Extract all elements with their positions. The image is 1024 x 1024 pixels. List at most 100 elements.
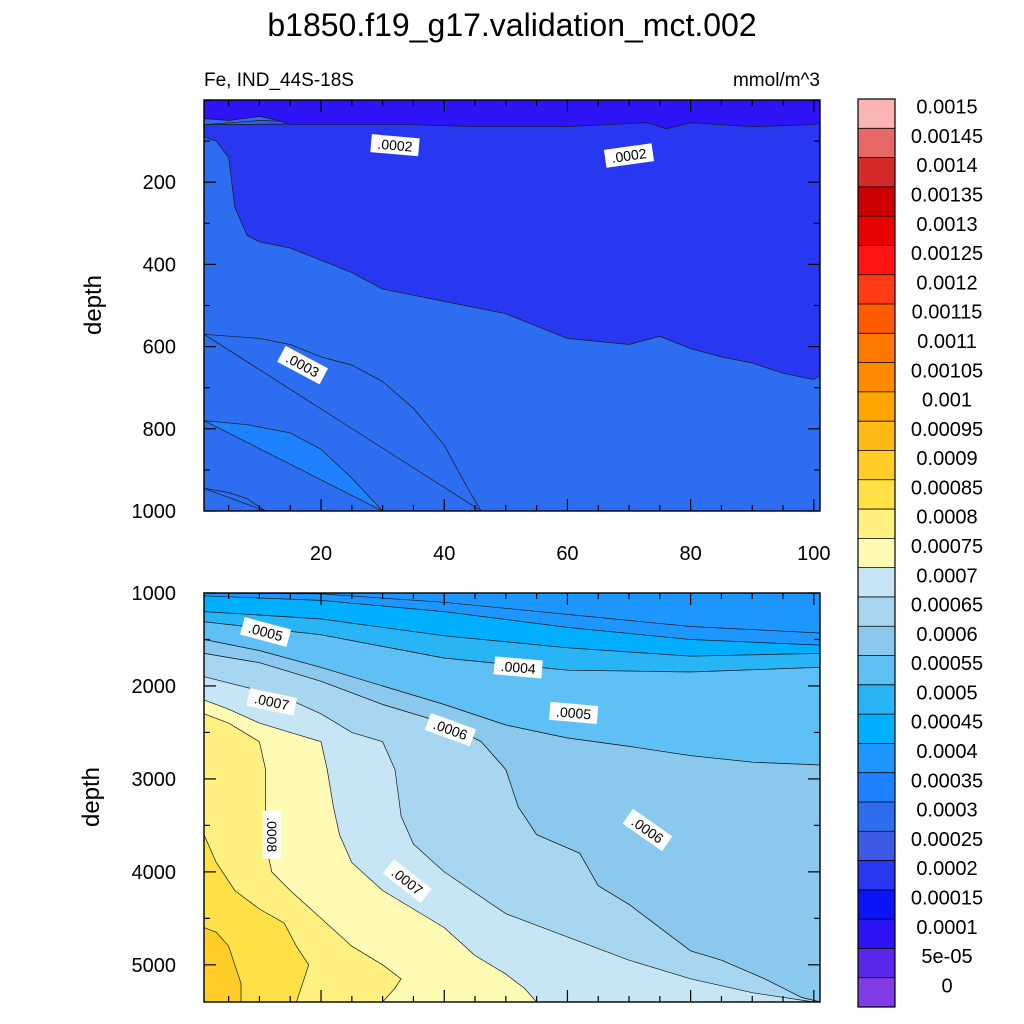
contour-label-text: .0008	[264, 817, 280, 852]
colorbar-box	[858, 801, 895, 832]
upper-contour-regions	[203, 99, 821, 512]
contour-label: .0005	[548, 701, 599, 724]
lower-panel: 1000 2000 3000 4000 5000 .0005 .0004 .0007 .000…	[78, 583, 821, 1003]
upper-y-axis-label: depth	[80, 275, 107, 335]
colorbar-box	[858, 831, 895, 861]
contour-label: .0002	[370, 134, 420, 157]
lower-contour-regions	[203, 592, 821, 1003]
colorbar-box	[858, 772, 895, 803]
upper-x-tick-label: 60	[556, 543, 578, 565]
colorbar-box	[858, 450, 895, 481]
upper-y-tick-label: 400	[143, 254, 176, 276]
colorbar-box	[858, 216, 895, 246]
colorbar-label: 0.00025	[911, 829, 983, 851]
colorbar-label: 0.0005	[916, 683, 977, 705]
contour-label-text: .0002	[611, 145, 648, 166]
contour-label-text: .0007	[253, 690, 291, 713]
colorbar-box	[858, 509, 895, 539]
colorbar-label: 0.00105	[911, 360, 983, 382]
colorbar-label: 0.0012	[916, 272, 977, 294]
contour-label-box	[622, 808, 673, 852]
colorbar-box	[858, 538, 895, 569]
lower-y-tick-label: 3000	[132, 769, 177, 791]
colorbar-box	[858, 919, 895, 949]
colorbar-box	[858, 391, 895, 422]
upper-x-tick-label: 20	[310, 543, 332, 565]
colorbar-label: 0.00045	[911, 712, 983, 734]
colorbar-label: 0.0002	[916, 858, 977, 880]
upper-contour-region-2	[203, 333, 482, 512]
colorbar-label: 0.00095	[911, 419, 983, 441]
lower-y-axis-label: depth	[78, 767, 105, 827]
upper-x-tick-label: 40	[433, 543, 455, 565]
colorbar-label: 0.00065	[911, 595, 983, 617]
colorbar: 0.0015 0.00145 0.0014 0.00135 0.0013 0.00125 0…	[857, 97, 983, 1008]
contour-label-box	[246, 688, 298, 716]
upper-contour-region-4	[203, 120, 821, 380]
colorbar-box	[858, 128, 895, 158]
colorbar-label: 0.00125	[911, 243, 983, 265]
colorbar-label: 0.0003	[916, 800, 977, 822]
lower-panel-frame	[203, 592, 821, 1003]
upper-y-tick-label: 200	[143, 172, 176, 194]
colorbar-box	[858, 333, 895, 364]
colorbar-box	[858, 479, 895, 510]
colorbar-box	[858, 421, 895, 451]
upper-contour-region-5	[203, 99, 821, 130]
colorbar-label: 0.00035	[911, 770, 983, 792]
upper-y-tick-label: 800	[143, 419, 176, 441]
contour-label-box	[382, 859, 432, 904]
colorbar-box	[858, 567, 895, 598]
upper-y-tick-label: 600	[143, 337, 176, 359]
lower-y-tick-label: 1000	[132, 583, 177, 605]
contour-label-box	[262, 810, 281, 859]
colorbar-box	[858, 99, 895, 129]
colorbar-label: 0.0001	[916, 917, 977, 939]
colorbar-label: 0.00015	[911, 888, 983, 910]
contour-label: .0004	[493, 656, 543, 679]
contour-label-box	[277, 345, 329, 385]
chart-title: b1850.f19_g17.validation_mct.002	[267, 7, 756, 43]
contour-label-box	[424, 712, 477, 747]
upper-x-tick-label: 80	[680, 543, 702, 565]
colorbar-label: 0.0015	[916, 97, 977, 119]
lower-y-tick-label: 5000	[132, 955, 177, 977]
colorbar-box	[858, 596, 895, 627]
lower-y-tick-label: 2000	[132, 676, 177, 698]
colorbar-box	[858, 684, 895, 715]
colorbar-label: 0.00145	[911, 126, 983, 148]
upper-y-tick-label: 1000	[132, 501, 177, 523]
upper-x-tick-label: 100	[797, 543, 830, 565]
colorbar-label: 0.00115	[912, 302, 983, 324]
contour-label-box	[370, 134, 420, 157]
colorbar-box	[858, 743, 895, 774]
contour-label-box	[240, 617, 292, 647]
colorbar-label: 0.00085	[911, 477, 983, 499]
colorbar-box	[858, 186, 895, 217]
colorbar-label: 0.00135	[911, 185, 983, 207]
contour-label: .0006	[424, 712, 477, 747]
right-string: mmol/m^3	[733, 70, 820, 91]
colorbar-label: 0.0009	[916, 448, 977, 470]
contour-label-text: .0002	[377, 136, 414, 155]
colorbar-label: 0.0004	[916, 741, 977, 763]
colorbar-box	[858, 977, 895, 1008]
contour-label: .0007	[246, 688, 298, 716]
colorbar-box	[858, 626, 895, 656]
colorbar-box	[858, 304, 895, 334]
colorbar-box	[858, 889, 895, 920]
contour-label-text: .0004	[500, 658, 537, 677]
colorbar-label: 0.0007	[916, 565, 977, 587]
contour-label-box	[548, 701, 599, 724]
lower-panel-axes: 1000 2000 3000 4000 5000	[132, 583, 820, 1002]
colorbar-label: 0.001	[922, 390, 972, 412]
contour-label: .0008	[262, 810, 281, 859]
colorbar-label: 0.0008	[916, 507, 977, 529]
colorbar-label: 0.0011	[917, 331, 977, 353]
colorbar-box	[858, 860, 895, 891]
upper-panel-axes: 200 400 600 800 1000 20 40 60 80 100	[132, 99, 831, 565]
colorbar-label: 0.0006	[916, 624, 977, 646]
contour-label: .0002	[603, 143, 655, 168]
